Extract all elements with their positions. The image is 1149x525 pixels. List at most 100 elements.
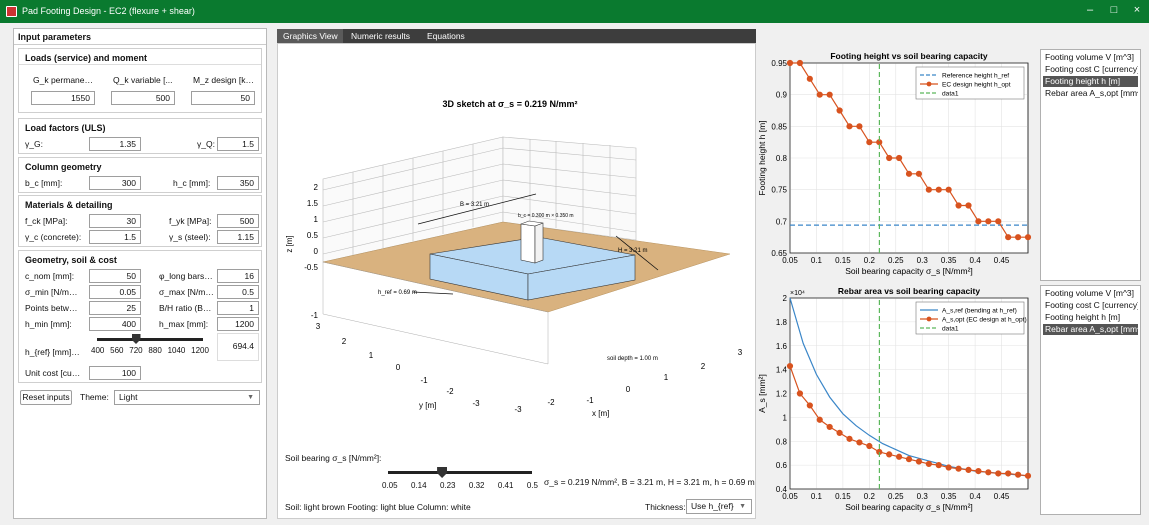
y-tick-label: 0.9 <box>776 91 788 100</box>
x-tick-label: 0.15 <box>835 492 851 501</box>
y-tick-label: 1.4 <box>776 366 788 375</box>
maximize-icon[interactable]: □ <box>1110 4 1118 16</box>
chart-title: Footing height vs soil bearing capacity <box>830 51 988 61</box>
x-tick-label: 0.25 <box>888 492 904 501</box>
rebar-area-chart[interactable]: 0.05 0.1 0.15 0.2 0.25 0.3 0.35 0.4 0.45 0.4 0.6 0.… <box>756 284 1039 520</box>
y-tick-label: 1 <box>783 413 788 422</box>
gamma-c-input[interactable]: 1.5 <box>89 230 141 244</box>
data-point <box>905 456 913 463</box>
tab-numeric-results[interactable]: Numeric results <box>351 31 411 41</box>
list-item[interactable]: Footing volume V [m^3] <box>1045 288 1135 298</box>
bh-ratio-input[interactable]: 1 <box>217 301 259 315</box>
x-tick-label: 0.05 <box>782 256 798 265</box>
gamma-s-input[interactable]: 1.15 <box>217 230 259 244</box>
fyk-input[interactable]: 500 <box>217 214 259 228</box>
y-tick-label: 0.6 <box>776 461 788 470</box>
x-tick-label: 0.3 <box>917 492 929 501</box>
gamma-g-input[interactable]: 1.35 <box>89 137 141 151</box>
list-item[interactable]: Rebar area A_s,opt [mm^2] <box>1043 324 1138 335</box>
x-tick-label: 0.4 <box>970 256 982 265</box>
data-point <box>806 75 813 82</box>
legend-label: A_s,opt (EC design at h_opt) <box>942 317 1027 324</box>
y-tick: 2 <box>342 337 347 346</box>
data-point <box>816 91 823 98</box>
hmax-input[interactable]: 1200 <box>217 317 259 331</box>
data-point <box>1005 234 1012 241</box>
loads-group: Loads (service) and moment G_k permane… … <box>18 48 262 113</box>
close-icon[interactable]: × <box>1133 4 1141 16</box>
data-point <box>895 154 903 162</box>
load-factors-header: Load factors (ULS) <box>25 123 106 133</box>
sigma-min-input[interactable]: 0.05 <box>89 285 141 299</box>
fck-input[interactable]: 30 <box>89 214 141 228</box>
qk-input[interactable]: 500 <box>111 91 175 105</box>
href-tick: 400 <box>91 346 105 355</box>
data-point <box>925 460 932 468</box>
data-point <box>915 458 923 465</box>
sketch-3d[interactable]: 3D sketch at σ_s = 0.219 N/mm² <box>278 44 757 464</box>
graphics-view-panel: 3D sketch at σ_s = 0.219 N/mm² <box>277 43 756 519</box>
soil-bearing-slider[interactable]: 0.05 0.14 0.23 0.32 0.41 0.5 <box>382 466 538 492</box>
reset-inputs-button[interactable]: Reset inputs <box>20 390 72 405</box>
list-item[interactable]: Footing cost C [currency] <box>1045 64 1138 74</box>
materials-header: Materials & detailing <box>25 200 113 210</box>
input-panel: Input parameters Loads (service) and mom… <box>13 28 267 519</box>
cnom-input[interactable]: 50 <box>89 269 141 283</box>
mz-input[interactable]: 50 <box>191 91 255 105</box>
y-tick: 1 <box>369 351 374 360</box>
bc-input[interactable]: 300 <box>89 176 141 190</box>
href-tick: 880 <box>148 346 162 355</box>
window-title: Pad Footing Design - EC2 (flexure + shea… <box>22 6 195 16</box>
x-tick: 3 <box>738 348 743 357</box>
footing-height-chart[interactable]: 0.05 0.1 0.15 0.2 0.25 0.3 0.35 0.4 0.45 0.65 0.7 0… <box>756 47 1039 287</box>
z-tick: 1.5 <box>307 199 319 208</box>
plot-selector-list-top[interactable]: Footing volume V [m^3] Footing cost C [c… <box>1040 49 1141 281</box>
x-tick: -3 <box>514 405 522 414</box>
data-point <box>1024 234 1032 241</box>
data-point <box>975 218 982 225</box>
tab-graphics-view[interactable]: Graphics View <box>277 29 343 43</box>
x-tick-label: 0.1 <box>811 256 823 265</box>
thickness-dropdown[interactable]: Use h_{ref} ▼ <box>686 499 752 514</box>
tab-equations[interactable]: Equations <box>427 31 465 41</box>
y-tick-label: 0.4 <box>776 485 788 494</box>
y-tick: 0 <box>396 363 401 372</box>
gamma-q-input[interactable]: 1.5 <box>217 137 259 151</box>
hc-input[interactable]: 350 <box>217 176 259 190</box>
z-axis-label: z [m] <box>285 235 294 252</box>
points-input[interactable]: 25 <box>89 301 141 315</box>
unit-cost-input[interactable]: 100 <box>89 366 141 380</box>
data-point <box>935 186 942 193</box>
data-point <box>945 186 952 193</box>
sigma-min-label: σ_min [N/m… <box>25 287 78 297</box>
y-tick-label: 1.2 <box>776 390 788 399</box>
list-item[interactable]: Rebar area A_s,opt [mm^2] <box>1045 88 1138 98</box>
y-tick-label: 1.8 <box>776 318 788 327</box>
list-item[interactable]: Footing height h [m] <box>1043 76 1138 87</box>
divider <box>19 64 261 65</box>
hmin-input[interactable]: 400 <box>89 317 141 331</box>
list-item[interactable]: Footing height h [m] <box>1045 312 1121 322</box>
data-point <box>895 453 903 460</box>
data-point <box>796 390 804 397</box>
theme-dropdown[interactable]: Light ▼ <box>114 390 260 405</box>
sigma-max-input[interactable]: 0.5 <box>217 285 259 299</box>
list-item[interactable]: Footing volume V [m^3] <box>1045 52 1135 62</box>
y-axis-exponent: ×10⁴ <box>790 290 805 297</box>
legend-label: Reference height h_ref <box>942 73 1009 80</box>
plot-selector-list-bottom[interactable]: Footing volume V [m^3] Footing cost C [c… <box>1040 285 1141 515</box>
label-href: h_ref = 0.69 m <box>378 290 417 296</box>
soil-bearing-thumb[interactable] <box>437 467 448 478</box>
href-label: h_{ref} [mm]… <box>25 347 80 357</box>
list-item[interactable]: Footing cost C [currency] <box>1045 300 1138 310</box>
label-soil-depth: soil depth = 1.00 m <box>607 356 658 362</box>
minimize-icon[interactable]: – <box>1086 4 1094 16</box>
phi-input[interactable]: 16 <box>217 269 259 283</box>
legend-label: EC design height h_opt <box>942 82 1011 89</box>
sigma-tick: 0.32 <box>468 481 485 490</box>
href-slider-thumb[interactable] <box>131 334 141 344</box>
gk-input[interactable]: 1550 <box>31 91 95 105</box>
href-slider[interactable]: 400 560 720 880 1040 1200 <box>91 333 209 359</box>
sigma-tick: 0.23 <box>439 481 456 490</box>
href-tick: 720 <box>129 346 143 355</box>
